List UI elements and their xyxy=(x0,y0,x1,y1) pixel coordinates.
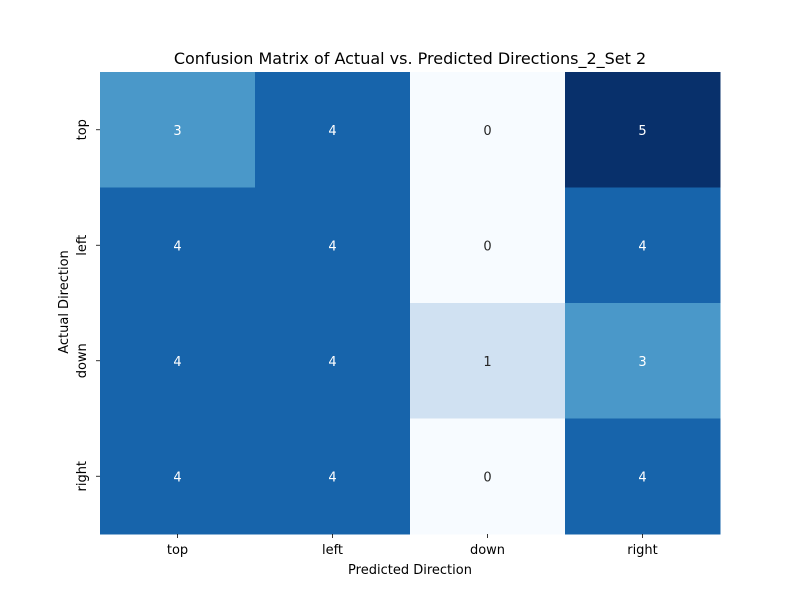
cell-value-top-right: 5 xyxy=(638,124,646,139)
cell-value-right-top: 4 xyxy=(173,470,181,485)
cell-value-left-left: 4 xyxy=(328,239,336,254)
cell-value-right-right: 4 xyxy=(638,470,646,485)
heatmap-cell-top-left xyxy=(255,72,411,188)
y-tick-label-left: left xyxy=(75,235,90,256)
cell-value-right-left: 4 xyxy=(328,470,336,485)
heatmap-cell-left-top xyxy=(100,187,256,304)
heatmap-cell-right-right xyxy=(565,418,721,535)
x-tick-label-top: top xyxy=(167,543,188,558)
x-tick-label-left: left xyxy=(322,543,343,558)
y-tick-label-down: down xyxy=(75,343,90,378)
x-axis-ticks: top left down right xyxy=(167,534,658,558)
chart-title: Confusion Matrix of Actual vs. Predicted… xyxy=(174,49,646,69)
y-axis-ticks: top left down right xyxy=(75,119,100,492)
cell-value-down-down: 1 xyxy=(483,355,491,370)
cell-value-top-down: 0 xyxy=(483,124,491,139)
y-axis-label: Actual Direction xyxy=(57,250,72,354)
cell-value-down-right: 3 xyxy=(638,355,646,370)
x-axis-label: Predicted Direction xyxy=(348,563,472,578)
heatmap-cell-down-right xyxy=(565,303,721,419)
cell-value-top-left: 4 xyxy=(328,124,336,139)
x-tick-label-right: right xyxy=(627,543,658,558)
heatmap-cell-top-down xyxy=(410,72,566,188)
cell-value-right-down: 0 xyxy=(483,470,491,485)
heatmap-cell-down-down xyxy=(410,303,566,419)
y-tick-label-top: top xyxy=(75,119,90,140)
heatmap-cell-top-right xyxy=(565,72,721,188)
cell-value-left-down: 0 xyxy=(483,239,491,254)
heatmap-cell-left-down xyxy=(410,187,566,304)
heatmap-cell-down-left xyxy=(255,303,411,419)
heatmap-cell-right-down xyxy=(410,418,566,535)
heatmap-cell-right-top xyxy=(100,418,256,535)
heatmap-cell-right-left xyxy=(255,418,411,535)
heatmap-cell-left-left xyxy=(255,187,411,304)
heatmap-cell-left-right xyxy=(565,187,721,304)
heatmap-cell-top-top xyxy=(100,72,256,188)
cell-value-left-right: 4 xyxy=(638,239,646,254)
cell-value-left-top: 4 xyxy=(173,239,181,254)
cell-value-top-top: 3 xyxy=(173,124,181,139)
heatmap-cell-down-top xyxy=(100,303,256,419)
y-tick-label-right: right xyxy=(75,461,90,492)
cell-value-down-top: 4 xyxy=(173,355,181,370)
heatmap-cells: 3 4 0 5 4 4 0 4 4 4 1 3 4 4 0 4 xyxy=(100,72,721,535)
x-tick-label-down: down xyxy=(470,543,505,558)
cell-value-down-left: 4 xyxy=(328,355,336,370)
